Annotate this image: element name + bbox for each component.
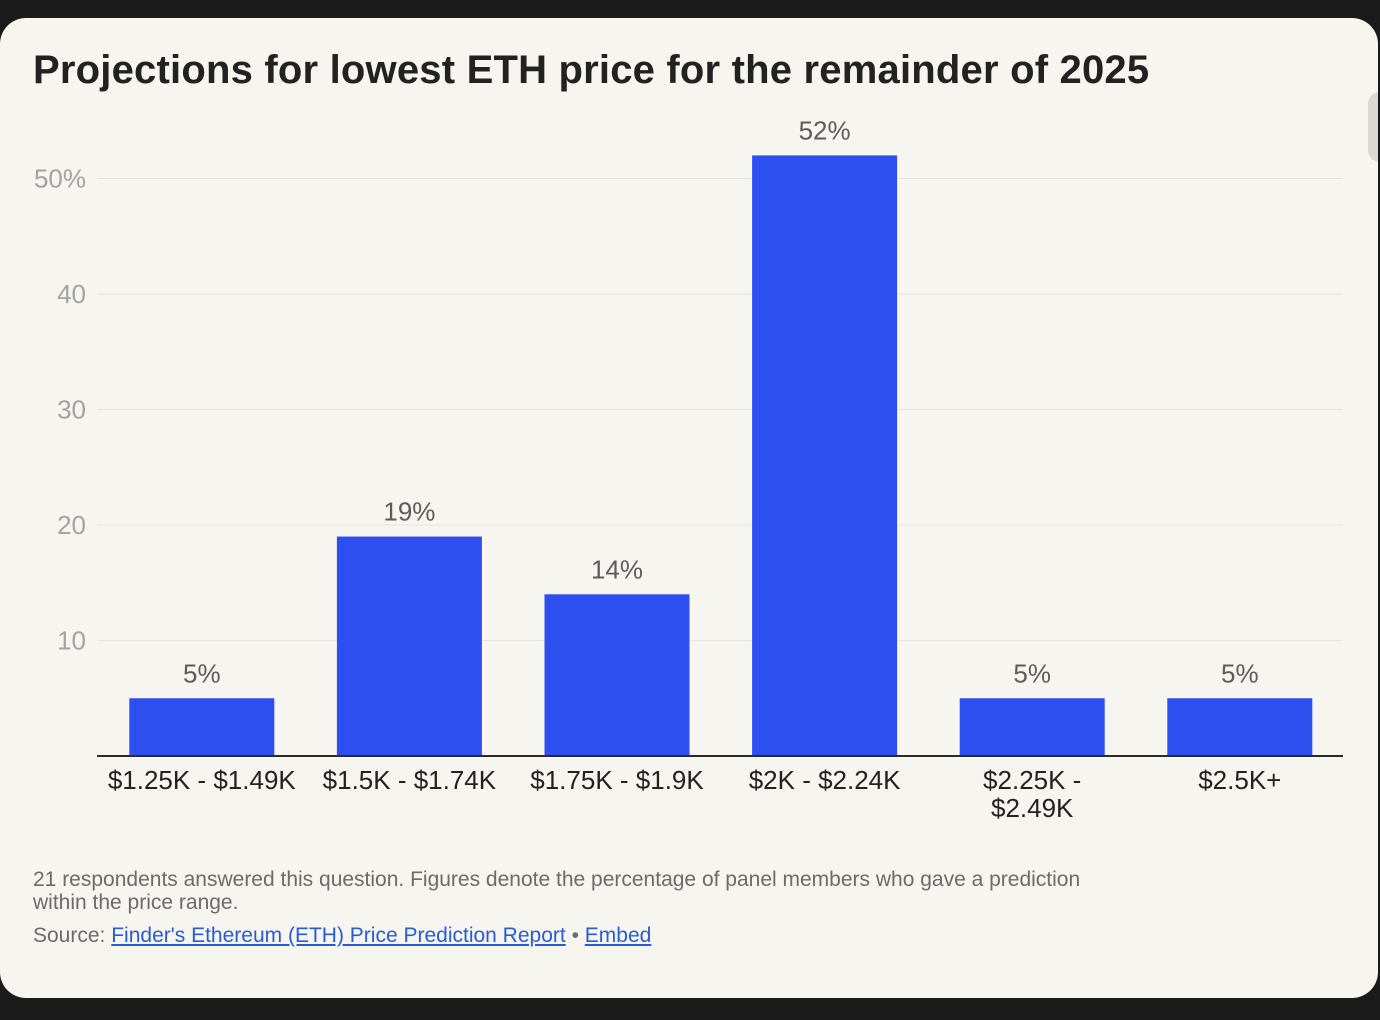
x-tick-label: $2.5K+: [1198, 765, 1281, 795]
y-tick-label: 40: [57, 279, 86, 309]
x-tick-label: $2.25K -$2.49K: [983, 765, 1081, 823]
source-report-link[interactable]: Finder's Ethereum (ETH) Price Prediction…: [111, 924, 566, 947]
source-separator: •: [571, 924, 579, 947]
data-label: 5%: [183, 658, 221, 688]
y-tick-label: 10: [57, 626, 86, 656]
bar: [959, 698, 1105, 756]
chart-title: Projections for lowest ETH price for the…: [33, 48, 1150, 92]
data-label: 19%: [383, 497, 435, 527]
data-label: 14%: [591, 554, 643, 584]
y-tick-label: 20: [57, 510, 86, 540]
embed-link[interactable]: Embed: [584, 924, 652, 947]
bar-chart: 10 20 30 40 50% 5% $1.25K - $1.49K 19% $1.5K - $…: [34, 115, 1343, 823]
source-label: Source:: [33, 924, 106, 947]
x-tick-label: $1.75K - $1.9K: [530, 765, 704, 795]
x-tick-label: $1.5K - $1.74K: [323, 765, 497, 795]
x-tick-label: $2K - $2.24K: [749, 765, 901, 795]
chart-note: 21 respondents answered this question. F…: [33, 868, 1081, 914]
data-label: 5%: [1013, 658, 1051, 688]
bar: [752, 155, 898, 756]
y-tick-label: 50%: [34, 164, 86, 194]
bar: [544, 594, 690, 756]
bar: [1167, 698, 1313, 756]
bar: [129, 698, 275, 756]
data-label: 5%: [1221, 658, 1259, 688]
chart-card: Projections for lowest ETH price for the…: [0, 18, 1378, 998]
x-tick-label: $1.25K - $1.49K: [108, 765, 297, 795]
data-label: 52%: [799, 115, 851, 145]
y-tick-label: 30: [57, 395, 86, 425]
scroll-handle: [1368, 92, 1378, 162]
source-line: Source: Finder's Ethereum (ETH) Price Pr…: [33, 924, 651, 948]
bar: [336, 536, 482, 756]
